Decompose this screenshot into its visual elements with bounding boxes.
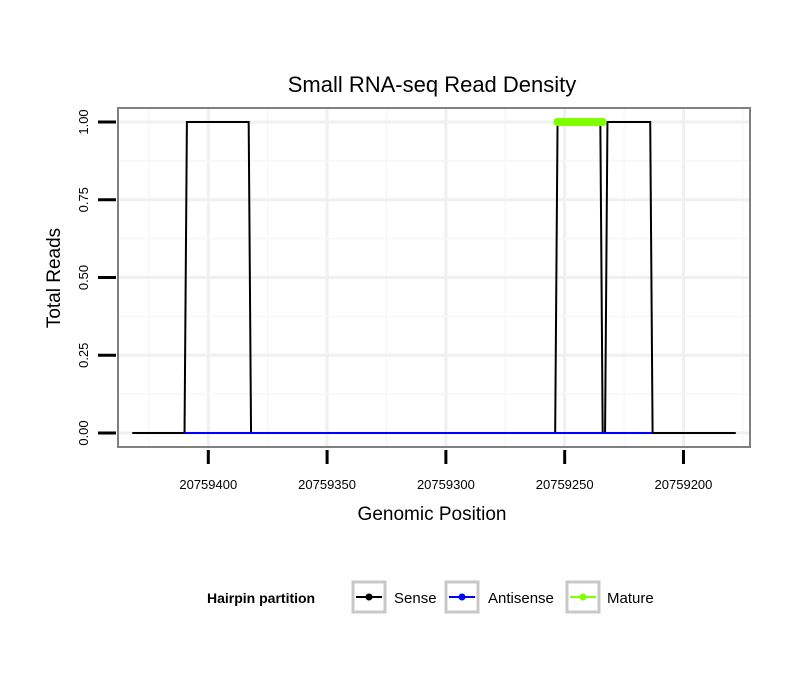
series-layer: [132, 117, 736, 435]
legend-key-point: [579, 593, 587, 601]
y-tick-label: 0.25: [76, 343, 91, 368]
y-axis: 0.00 0.25 0.50 0.75 1.00: [76, 109, 116, 446]
y-tick-label: 0.75: [76, 187, 91, 212]
chart-title: Small RNA-seq Read Density: [288, 72, 577, 97]
y-axis-title: Total Reads: [44, 228, 65, 328]
legend-entry-antisense: Antisense: [444, 580, 554, 614]
grid: [118, 108, 750, 447]
x-axis: 20759400 20759350 20759300 20759250 20759200: [179, 450, 712, 492]
x-tick-label: 20759250: [536, 477, 594, 492]
legend-key-point: [458, 593, 466, 601]
legend: Hairpin partition Sense Antisense Mature: [207, 580, 654, 614]
y-tick-label: 0.00: [76, 420, 91, 445]
legend-title: Hairpin partition: [207, 590, 315, 606]
x-axis-title: Genomic Position: [358, 504, 507, 525]
legend-key-point: [365, 593, 373, 601]
x-tick-label: 20759350: [298, 477, 356, 492]
legend-label: Antisense: [488, 590, 554, 607]
y-tick-label: 0.50: [76, 265, 91, 290]
legend-label: Mature: [607, 590, 654, 607]
x-tick-label: 20759400: [179, 477, 237, 492]
y-tick-label: 1.00: [76, 109, 91, 134]
legend-entry-mature: Mature: [565, 580, 654, 614]
mature-point: [553, 117, 562, 126]
mature-point: [598, 117, 607, 126]
x-tick-label: 20759200: [655, 477, 713, 492]
legend-entry-sense: Sense: [351, 580, 437, 614]
x-tick-label: 20759300: [417, 477, 475, 492]
plot-panel: [117, 107, 751, 448]
legend-label: Sense: [394, 590, 437, 607]
